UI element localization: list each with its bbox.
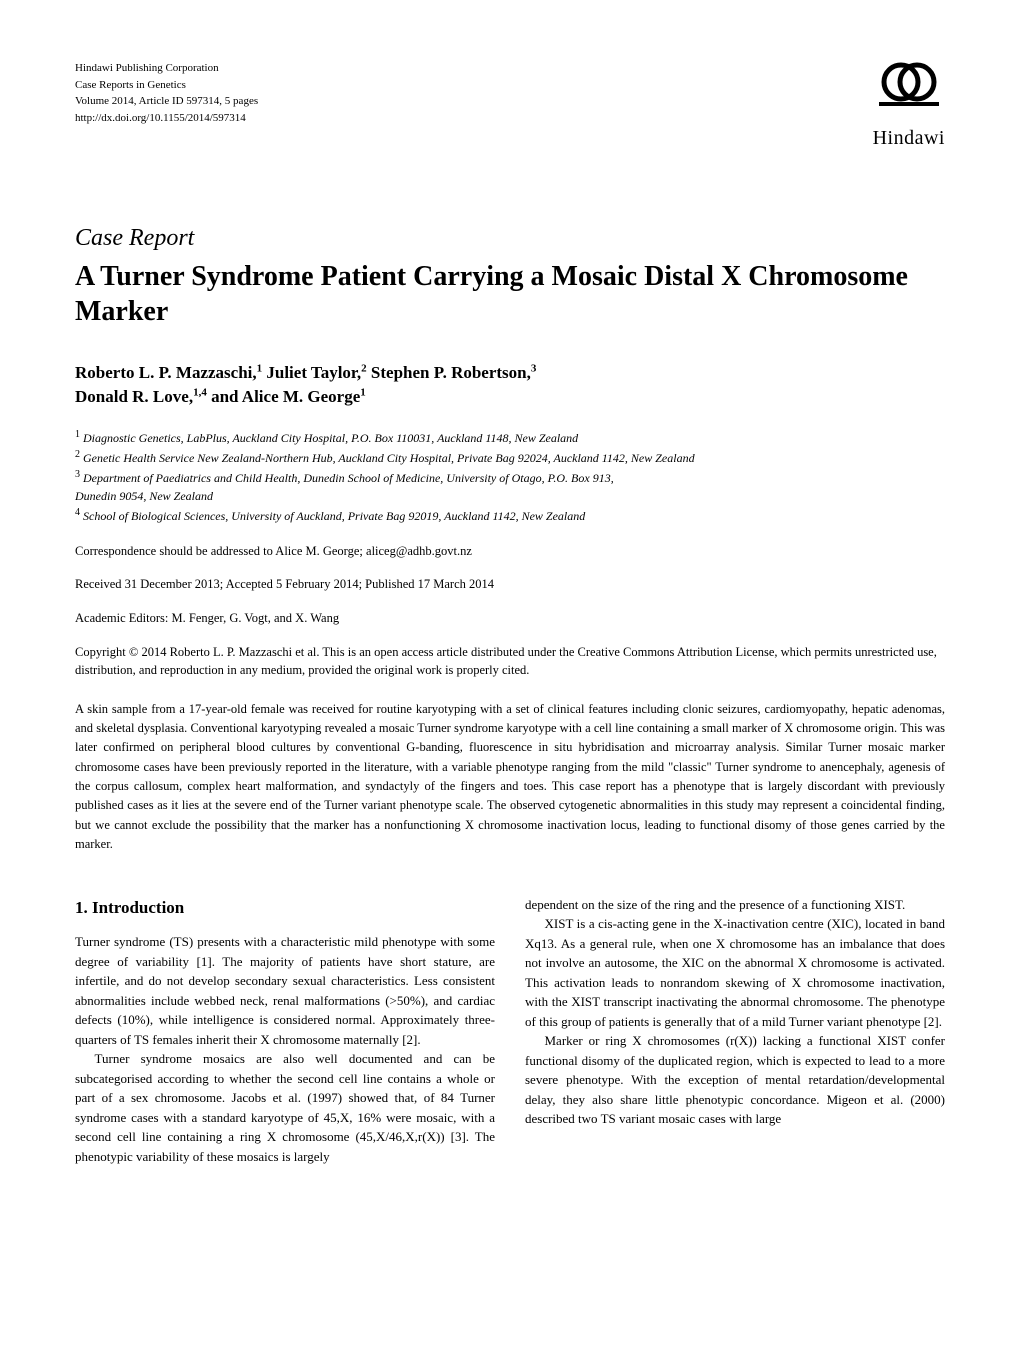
body-paragraph: Marker or ring X chromosomes (r(X)) lack…	[525, 1031, 945, 1129]
article-title: A Turner Syndrome Patient Carrying a Mos…	[75, 259, 945, 329]
body-paragraph: dependent on the size of the ring and th…	[525, 895, 945, 915]
affiliation: 3 Department of Paediatrics and Child He…	[75, 467, 945, 487]
author-affil-sup: 1	[360, 386, 366, 398]
affil-text: Genetic Health Service New Zealand-North…	[80, 451, 695, 465]
author-name: Stephen P. Robertson,	[371, 363, 531, 382]
affiliation: 2 Genetic Health Service New Zealand-Nor…	[75, 447, 945, 467]
author-affil-sup: 3	[531, 363, 537, 375]
document-header: Hindawi Publishing Corporation Case Repo…	[75, 60, 945, 152]
body-paragraph: Turner syndrome (TS) presents with a cha…	[75, 932, 495, 1049]
journal-name: Case Reports in Genetics	[75, 77, 258, 94]
body-columns: 1. Introduction Turner syndrome (TS) pre…	[75, 895, 945, 1167]
article-dates: Received 31 December 2013; Accepted 5 Fe…	[75, 576, 945, 594]
affiliation: 4 School of Biological Sciences, Univers…	[75, 505, 945, 525]
academic-editors: Academic Editors: M. Fenger, G. Vogt, an…	[75, 610, 945, 628]
right-column: dependent on the size of the ring and th…	[525, 895, 945, 1167]
author-affil-sup: 2	[361, 363, 367, 375]
abstract-text: A skin sample from a 17-year-old female …	[75, 700, 945, 855]
authors-block: Roberto L. P. Mazzaschi,1 Juliet Taylor,…	[75, 361, 945, 409]
affil-text: Department of Paediatrics and Child Heal…	[80, 471, 614, 485]
author-affil-sup: 1,4	[193, 386, 207, 398]
author-name: Donald R. Love,	[75, 387, 193, 406]
section-heading: 1. Introduction	[75, 895, 495, 921]
affiliations-block: 1 Diagnostic Genetics, LabPlus, Auckland…	[75, 427, 945, 525]
doi-link: http://dx.doi.org/10.1155/2014/597314	[75, 110, 258, 127]
publisher-logo-text: Hindawi	[873, 124, 945, 152]
body-paragraph: Turner syndrome mosaics are also well do…	[75, 1049, 495, 1166]
copyright-notice: Copyright © 2014 Roberto L. P. Mazzaschi…	[75, 643, 945, 679]
author-name: and Alice M. George	[211, 387, 360, 406]
author-name: Roberto L. P. Mazzaschi,	[75, 363, 257, 382]
left-column: 1. Introduction Turner syndrome (TS) pre…	[75, 895, 495, 1167]
affil-text: School of Biological Sciences, Universit…	[80, 509, 585, 523]
publisher-name: Hindawi Publishing Corporation	[75, 60, 258, 77]
author-affil-sup: 1	[257, 363, 263, 375]
article-type: Case Report	[75, 222, 945, 256]
affil-text: Diagnostic Genetics, LabPlus, Auckland C…	[80, 431, 578, 445]
correspondence-line: Correspondence should be addressed to Al…	[75, 543, 945, 561]
publisher-logo-block: Hindawi	[873, 60, 945, 152]
affiliation: 1 Diagnostic Genetics, LabPlus, Auckland…	[75, 427, 945, 447]
author-name: Juliet Taylor,	[266, 363, 361, 382]
affiliation-cont: Dunedin 9054, New Zealand	[75, 487, 945, 505]
volume-info: Volume 2014, Article ID 597314, 5 pages	[75, 93, 258, 110]
body-paragraph: XIST is a cis-acting gene in the X-inact…	[525, 914, 945, 1031]
publication-info: Hindawi Publishing Corporation Case Repo…	[75, 60, 258, 126]
hindawi-logo-icon	[879, 60, 939, 115]
